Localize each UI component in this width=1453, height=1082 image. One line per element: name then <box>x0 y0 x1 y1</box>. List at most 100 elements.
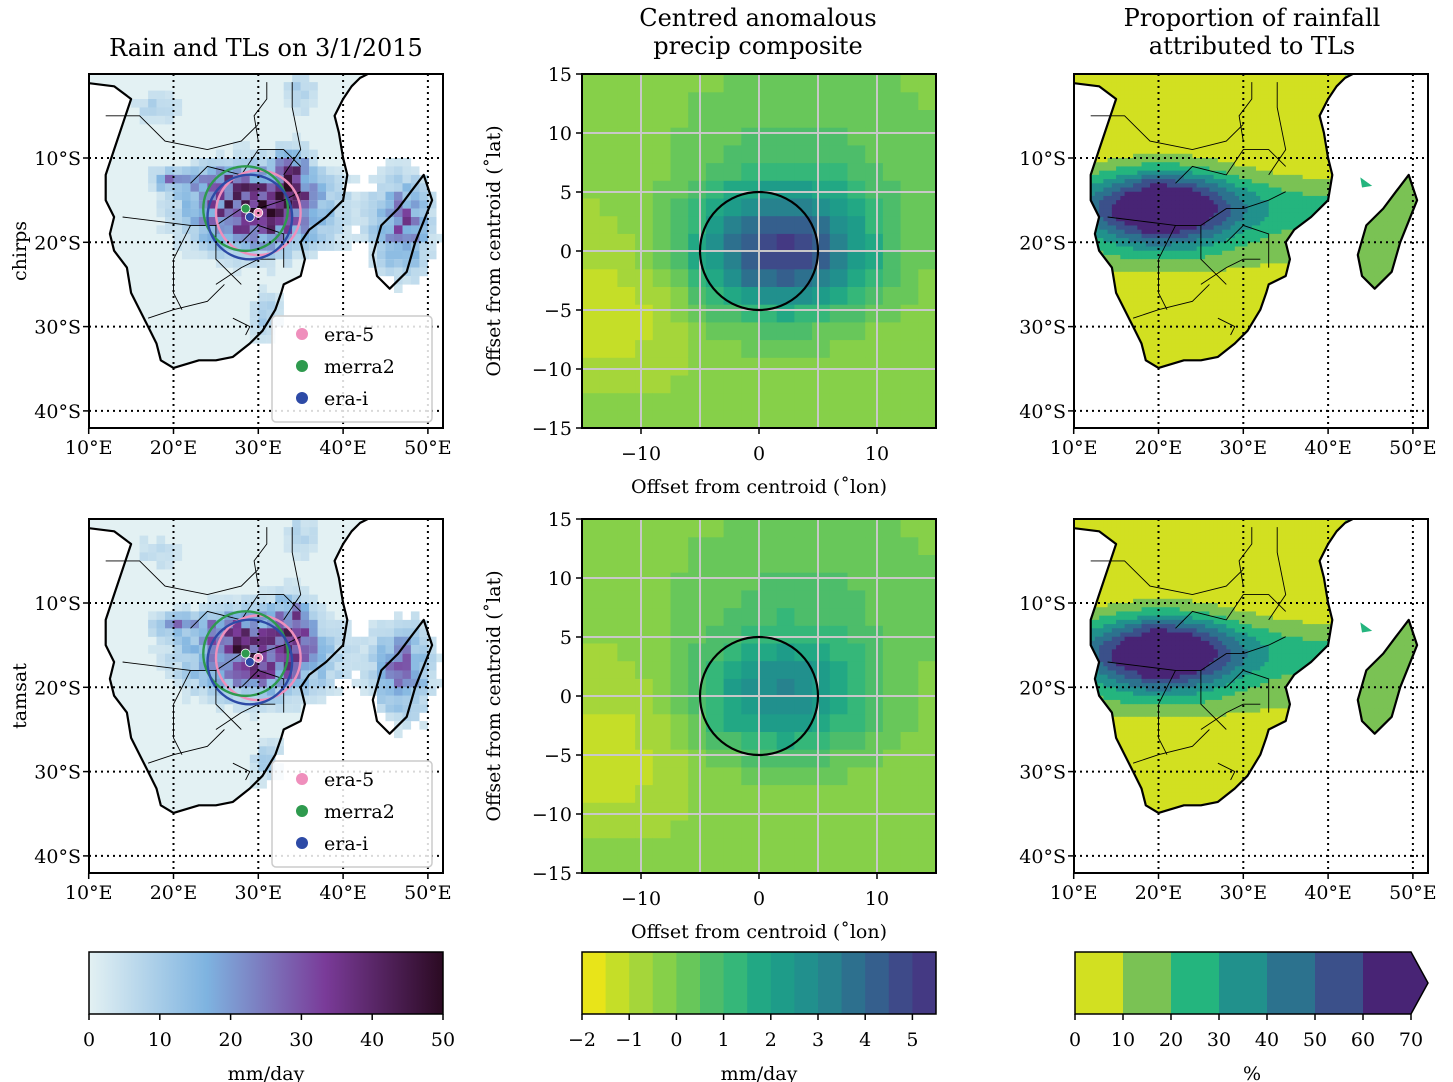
colorbar-composite-tick-label: 1 <box>718 1029 730 1051</box>
proportion-map-border-0 <box>1090 560 1244 596</box>
proportion-map-coastline-madagascar <box>1356 173 1419 290</box>
colorbar-composite: −2 −1 0 1 2 3 4 5 mm/day <box>568 951 937 1082</box>
colorbar-proportion-frame <box>1074 951 1429 1015</box>
colorbar-composite-level <box>605 952 630 1014</box>
colorbar-composite-level <box>747 952 772 1014</box>
proportion-map-border-7 <box>1200 670 1227 730</box>
proportion-map-ytick-label-30: 30°S <box>1019 762 1066 784</box>
legend-label-era-5: era-5 <box>324 324 374 346</box>
proportion-map-ytick-label-40: 40°S <box>1019 401 1066 423</box>
proportion-island-marker <box>1360 622 1373 633</box>
colorbar-proportion-level <box>1315 952 1364 1014</box>
rain-map-xtick-label-10: 10°E <box>65 882 113 904</box>
proportion-map-tamsat: 10°E 20°E 30°E 40°E 50°E 10°S 20°S 30°S 40°S <box>1019 518 1437 904</box>
rain-map-chirps: 10°E 20°E 30°E 40°E 50°E 10°S 20°S 30°S 40°S era-… <box>34 73 452 459</box>
colorbar-composite-label: mm/day <box>721 1063 798 1082</box>
colorbar-composite-tick-label: −1 <box>615 1029 643 1051</box>
colorbar-rain: 0 10 20 30 40 50 mm/day <box>83 951 455 1082</box>
composite-xtick-label: −10 <box>621 443 661 465</box>
proportion-map-xtick-label-40: 40°E <box>1304 437 1352 459</box>
legend-marker-merra2 <box>296 360 308 372</box>
composite-chirps: −10 0 10 −15 −10 −5 0 5 10 15 Offset from centroid… <box>483 64 937 498</box>
rain-map-border-12 <box>122 216 191 226</box>
legend-marker-era-5 <box>296 328 308 340</box>
composite-ylabel: Offset from centroid (˚lat) <box>483 570 505 821</box>
proportion-map-border-5 <box>1200 258 1261 285</box>
colorbar-proportion-tick-label: 0 <box>1069 1029 1081 1051</box>
composite-tamsat: −10 0 10 −15 −10 −5 0 5 10 15 Offset from centroid… <box>483 509 937 943</box>
proportion-map-border-12 <box>1107 216 1176 226</box>
colorbar-composite-level <box>865 952 890 1014</box>
proportion-map-border-2 <box>1175 191 1286 226</box>
tl-centroid-merra2 <box>240 203 251 214</box>
colorbar-rain-label: mm/day <box>228 1063 305 1082</box>
proportion-map-border-10 <box>1217 317 1236 336</box>
composite-ytick-label: 5 <box>560 182 572 204</box>
colorbar-composite-level <box>770 952 795 1014</box>
composite-radius-circle <box>698 635 820 757</box>
colorbar-composite-tick-label: 5 <box>906 1029 918 1051</box>
proportion-map-xtick-label-30: 30°E <box>1220 437 1268 459</box>
proportion-map-border-12 <box>1107 661 1176 671</box>
proportion-map-xtick-label-10: 10°E <box>1050 882 1098 904</box>
tl-circle-merra2 <box>202 610 290 698</box>
colorbar-composite-level <box>818 952 843 1014</box>
rain-map-ytick-label-40: 40°S <box>34 846 81 868</box>
colorbar-proportion-level <box>1075 952 1124 1014</box>
composite-ytick-label: −10 <box>532 359 572 381</box>
rain-map-xtick-label-50: 50°E <box>404 882 452 904</box>
legend: era-5 merra2 era-i <box>271 315 433 423</box>
proportion-map-ytick-label-20: 20°S <box>1019 677 1066 699</box>
rain-map-coastline-africa <box>89 519 370 814</box>
composite-xlabel: Offset from centroid (˚lon) <box>631 476 887 498</box>
title-composite-line-1: Centred anomalous <box>639 4 877 32</box>
row-label-chirps: chirps <box>9 221 31 281</box>
proportion-map-border-9 <box>1268 82 1287 176</box>
proportion-map-border-8 <box>1238 527 1253 587</box>
tl-circle-era-i <box>206 173 294 261</box>
colorbar-proportion-level <box>1123 952 1172 1014</box>
proportion-map-border-6 <box>1225 669 1270 713</box>
composite-xtick-label: 10 <box>865 888 889 910</box>
proportion-map-border-11 <box>1132 729 1210 764</box>
colorbar-composite-level <box>676 952 701 1014</box>
colorbar-composite-tick-label: 3 <box>812 1029 824 1051</box>
composite-ytick-label: −5 <box>544 300 572 322</box>
proportion-map-xtick-label-50: 50°E <box>1389 437 1437 459</box>
proportion-map-chirps: 10°E 20°E 30°E 40°E 50°E 10°S 20°S 30°S 40°S <box>1019 73 1437 459</box>
composite-ytick-label: 5 <box>560 627 572 649</box>
composite-ytick-label: −5 <box>544 745 572 767</box>
proportion-map-border-6 <box>1225 224 1270 268</box>
colorbar-rain-tick-label: 20 <box>219 1029 243 1051</box>
rain-map-border-3 <box>173 225 191 260</box>
colorbar-proportion-label: % <box>1243 1063 1261 1082</box>
composite-field <box>582 74 936 428</box>
rain-map-border-3 <box>173 670 191 705</box>
composite-ytick-label: −15 <box>532 863 572 885</box>
colorbar-proportion-tick-label: 50 <box>1303 1029 1327 1051</box>
proportion-map-frame <box>1073 518 1429 874</box>
legend-marker-merra2 <box>296 805 308 817</box>
colorbar-rain-tick-label: 0 <box>83 1029 95 1051</box>
proportion-map-border-9 <box>1268 527 1287 621</box>
proportion-map-border-4 <box>1158 259 1168 310</box>
tl-centroid-era-i <box>244 212 255 222</box>
title-proportion-line-2: attributed to TLs <box>1149 32 1355 60</box>
proportion-map-border-8 <box>1238 82 1253 142</box>
proportion-map-xtick-label-30: 30°E <box>1220 882 1268 904</box>
rain-map-border-0 <box>105 115 259 151</box>
legend-marker-era-5 <box>296 773 308 785</box>
rain-map-border-5 <box>215 703 276 730</box>
colorbar-proportion-tick-label: 10 <box>1111 1029 1135 1051</box>
title-rain-map: Rain and TLs on 3/1/2015 <box>109 34 423 62</box>
colorbar-composite-level <box>700 952 725 1014</box>
proportion-map-border-3 <box>1158 670 1176 705</box>
rain-map-border-1 <box>190 594 302 629</box>
legend-label-era-i: era-i <box>324 833 368 855</box>
rain-map-ytick-label-40: 40°S <box>34 401 81 423</box>
colorbar-rain-tick-label: 50 <box>431 1029 455 1051</box>
proportion-map-ytick-label-10: 10°S <box>1019 148 1066 170</box>
colorbar-rain-tick-label: 30 <box>289 1029 313 1051</box>
proportion-map-xtick-label-20: 20°E <box>1135 882 1183 904</box>
rain-map-border-9 <box>283 527 302 621</box>
